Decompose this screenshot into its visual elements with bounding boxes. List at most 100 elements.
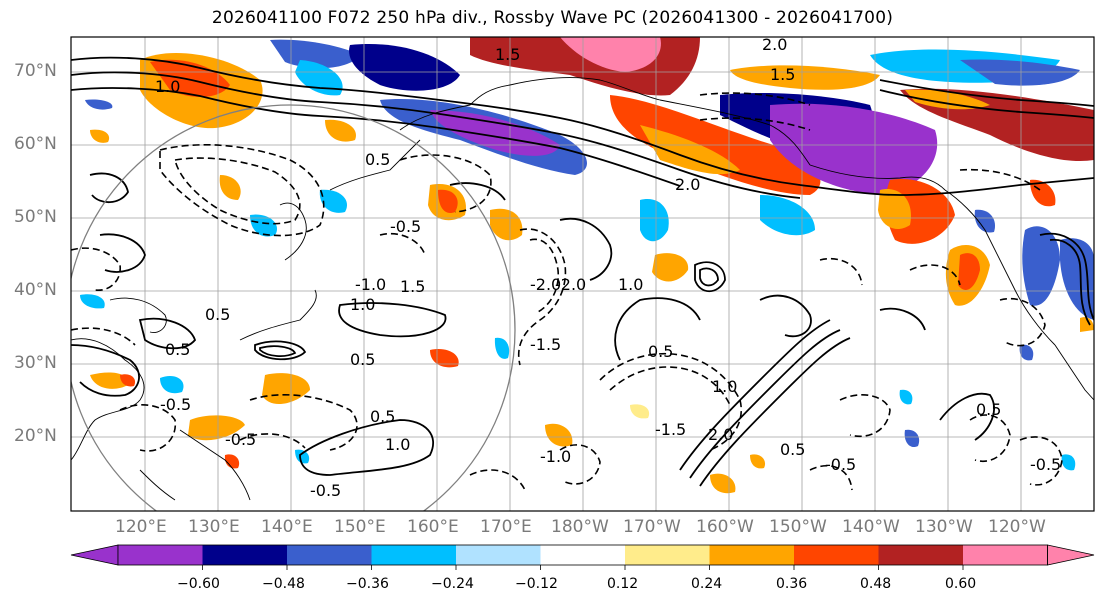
shade-blue-n4 (85, 99, 113, 110)
shade-red-mid (438, 189, 458, 214)
latitude-label: 30°N (14, 353, 57, 373)
colorbar-tick-label: −0.60 (177, 576, 220, 592)
contour-label: 2.0 (762, 35, 787, 54)
colorbar-extend-right (1047, 544, 1095, 566)
shade-purple-ne (770, 103, 938, 195)
contour-label: -1.0 (355, 275, 386, 294)
longitude-label: 160°W (696, 517, 754, 537)
colorbar-outline (117, 544, 1048, 566)
shade-orange-e (878, 189, 911, 230)
contour-label: 0.5 (165, 340, 190, 359)
colorbar-segment (371, 545, 456, 565)
contour-label: 0.5 (648, 342, 673, 361)
colorbar-tick-label: −0.12 (515, 576, 558, 592)
colorbar-segment (963, 545, 1048, 565)
longitude-label: 120°W (988, 517, 1046, 537)
shade-orange-mid3 (652, 253, 689, 282)
coastlines (71, 77, 1094, 501)
shade-red-nw (150, 59, 230, 97)
contour-label: 1.0 (385, 435, 410, 454)
shade-orange-s3 (630, 404, 650, 419)
contour-label: 1.0 (712, 377, 737, 396)
shade-blue-s3 (904, 429, 920, 448)
colorbar-tick-label: 0.36 (776, 576, 808, 592)
latitude-label: 40°N (14, 280, 57, 300)
contours-negative (71, 92, 1063, 491)
shade-red-e2 (958, 253, 980, 290)
map-frame (70, 36, 1095, 512)
contour-label-group: 2.0 1.5 1.0 0.5 -0.5 -1.0 -1.5 -2.0 1.0 … (155, 35, 1061, 500)
latitude-label: 60°N (14, 134, 57, 154)
longitude-label: 150°E (334, 517, 386, 537)
contour-label: -0.5 (225, 430, 256, 449)
shade-orange-s5 (90, 129, 110, 143)
shade-orange-s1 (545, 423, 573, 447)
colorbar-tick-label: −0.24 (431, 576, 474, 592)
shade-orange-w2 (325, 119, 356, 142)
longitude-label: 140°E (261, 517, 313, 537)
shade-blue-s2 (295, 449, 310, 464)
contour-label: -1.0 (540, 447, 571, 466)
contour-label: 1.0 (155, 77, 180, 96)
shade-blue-e5 (1019, 344, 1034, 361)
contour-label: 1.5 (400, 277, 425, 296)
shade-blue-s1 (494, 337, 510, 359)
shade-orange-w3 (262, 373, 310, 405)
contour-label: -0.5 (390, 217, 421, 236)
reference-circle (71, 104, 516, 511)
contour-label: 0.5 (370, 407, 395, 426)
map-plot-area: 2.0 1.5 1.0 0.5 -0.5 -1.0 -1.5 -2.0 1.0 … (71, 35, 1094, 511)
shade-orange-ne2 (905, 89, 990, 110)
latitude-label: 50°N (14, 207, 57, 227)
shade-red-s2 (224, 454, 240, 469)
contour-label: 0.5 (205, 305, 230, 324)
colorbar-extend-left (70, 544, 119, 566)
colorbar-segment (202, 545, 287, 565)
shade-blue-s5 (1061, 454, 1076, 471)
contour-label: 0.5 (350, 350, 375, 369)
longitude-label: 170°E (480, 517, 532, 537)
contour-label: 2.0 (708, 425, 733, 444)
longitude-label: 130°W (915, 517, 973, 537)
longitude-label: 140°W (842, 517, 900, 537)
longitude-label: 120°E (115, 517, 167, 537)
contour-label: -0.5 (1030, 455, 1061, 474)
colorbar-segment (118, 545, 203, 565)
shade-blue-ne3 (960, 59, 1080, 86)
longitude-label: 150°W (769, 517, 827, 537)
colorbar-segment (456, 545, 541, 565)
colorbar-segment (625, 545, 710, 565)
shade-purple-central (430, 110, 560, 156)
colorbar-tick-label: −0.36 (346, 576, 389, 592)
colorbar-tick-label: 0.24 (691, 576, 723, 592)
shade-orange-mid2 (490, 208, 523, 241)
shade-orange-w5 (90, 372, 129, 389)
contour-label: 0.5 (976, 400, 1001, 419)
shade-blue-e (1022, 226, 1060, 306)
colorbar-segment (709, 545, 794, 565)
colorbar-segment (878, 545, 963, 565)
shade-orange-s4 (750, 454, 766, 469)
colorbar-segment (287, 545, 372, 565)
contour-label: 1.5 (770, 65, 795, 84)
shade-orange-e3 (1030, 179, 1056, 207)
contour-label: -2.0 (555, 275, 586, 294)
colorbar-segment (540, 545, 625, 565)
colorbar (70, 544, 1095, 570)
contour-label: 1.0 (350, 295, 375, 314)
shade-orange-e5 (1080, 317, 1094, 332)
shade-blue-s4 (899, 389, 913, 405)
shade-cyan-north1 (295, 60, 343, 96)
shade-purple-north (349, 44, 460, 91)
shade-blue-w2 (319, 189, 348, 213)
shade-blue-w4 (80, 294, 105, 309)
longitude-label: 160°E (407, 517, 459, 537)
contour-label: 1.0 (618, 275, 643, 294)
colorbar-segment (794, 545, 879, 565)
colorbar-tick-label: 0.60 (945, 576, 977, 592)
latitude-label: 20°N (14, 426, 57, 446)
shade-red-w (120, 374, 136, 387)
latitude-label: 70°N (14, 61, 57, 81)
shade-blue-mid2 (640, 199, 669, 242)
